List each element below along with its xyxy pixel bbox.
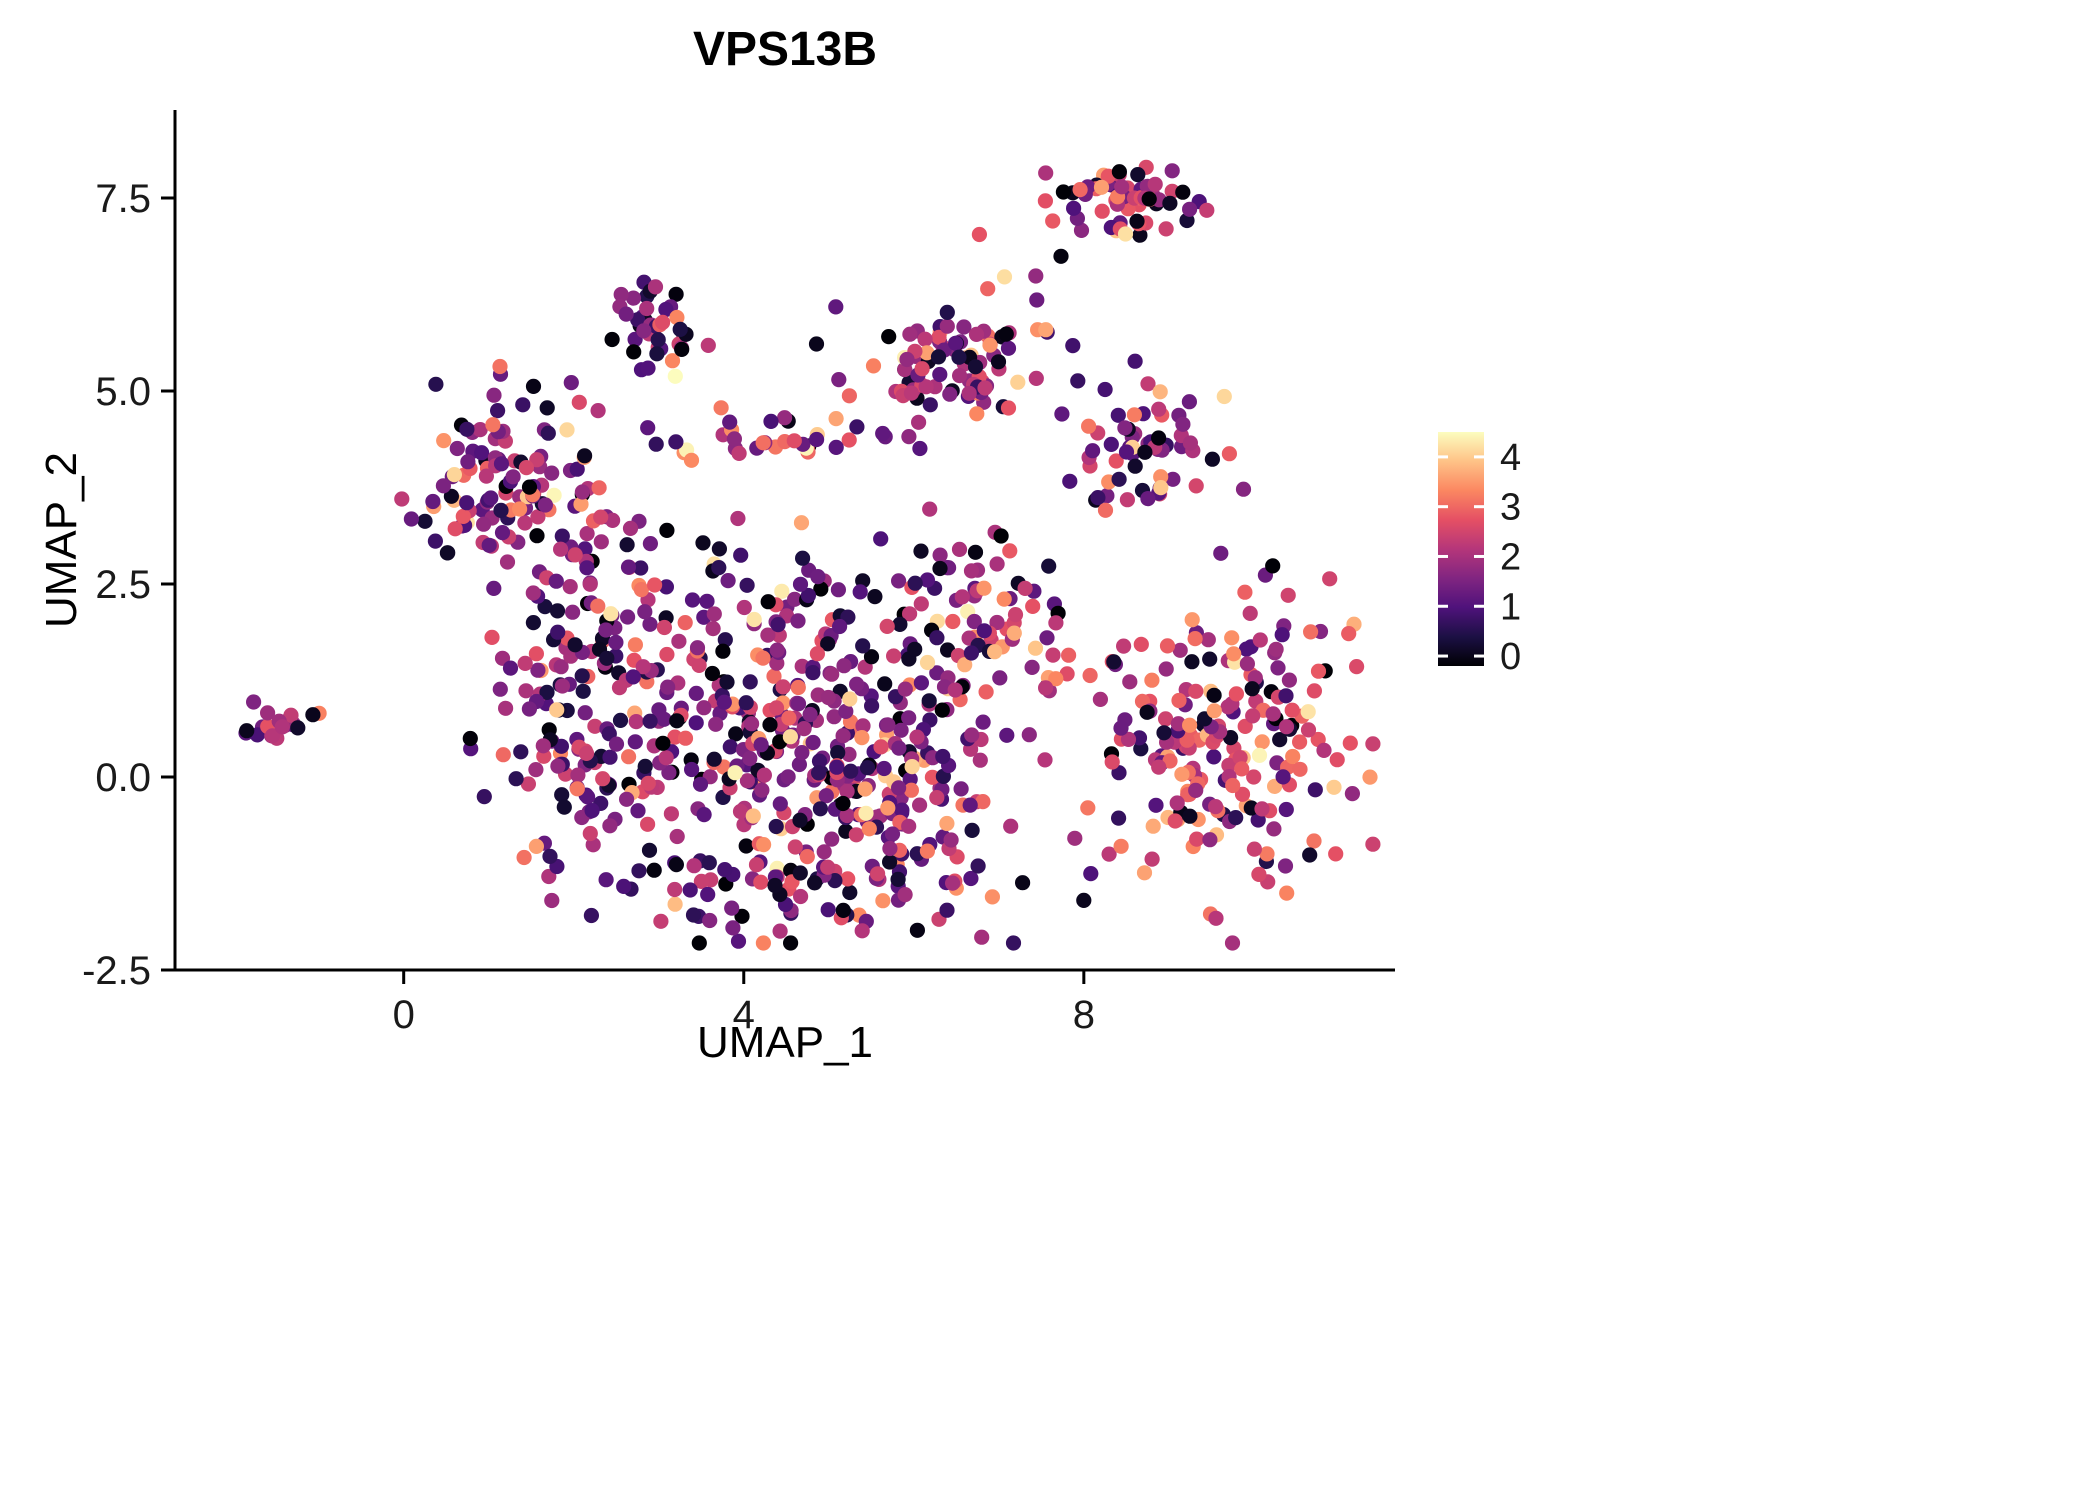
svg-text:1: 1 [1500, 586, 1521, 628]
svg-text:8: 8 [1073, 993, 1095, 1037]
svg-text:2.5: 2.5 [95, 563, 151, 607]
y-axis-ticks: -2.5 0.0 2.5 5.0 7.5 [82, 177, 175, 993]
x-axis-title: UMAP_1 [696, 1018, 874, 1067]
points-layer [238, 159, 1381, 951]
svg-text:4: 4 [1500, 437, 1521, 479]
svg-text:0.0: 0.0 [95, 756, 151, 800]
svg-text:3: 3 [1500, 487, 1521, 529]
colorbar-legend: 4 3 2 1 0 [1438, 432, 1521, 678]
svg-text:7.5: 7.5 [95, 177, 151, 221]
svg-text:0: 0 [393, 993, 415, 1037]
y-axis-title: UMAP_2 [37, 451, 86, 629]
x-axis-ticks: 0 4 8 [393, 970, 1095, 1037]
svg-text:-2.5: -2.5 [82, 949, 151, 993]
svg-text:0: 0 [1500, 636, 1521, 678]
axes [173, 110, 1395, 972]
svg-text:5.0: 5.0 [95, 370, 151, 414]
plot-title: VPS13B [692, 23, 878, 76]
svg-text:4: 4 [733, 993, 755, 1037]
svg-text:2: 2 [1500, 536, 1521, 578]
